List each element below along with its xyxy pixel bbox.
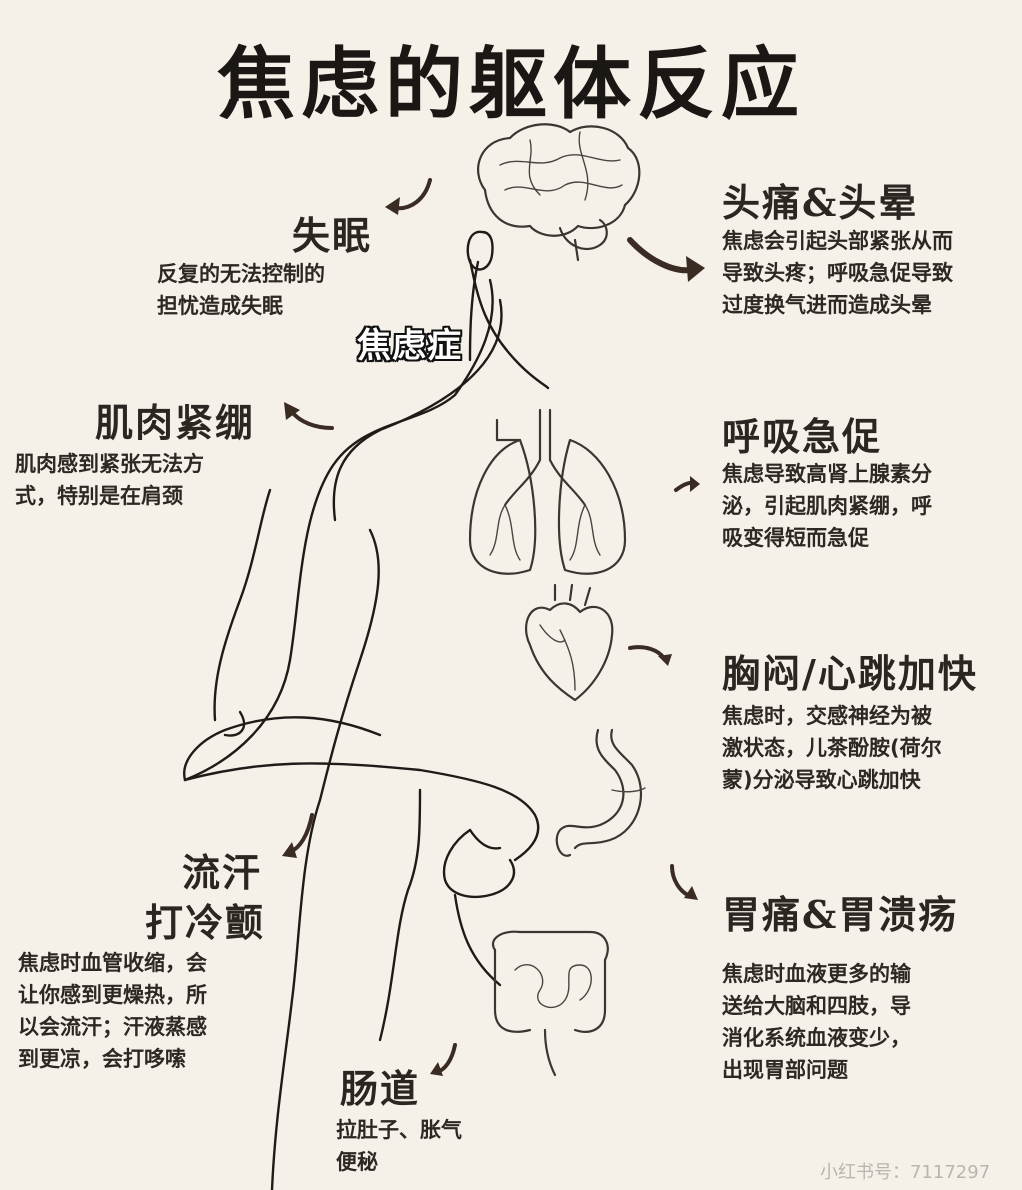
intestine-description: 拉肚子、胀气 便秘	[336, 1114, 462, 1178]
sweat-description: 焦虑时血管收缩，会 让你感到更燥热，所 以会流汗；汗液蒸感 到更凉，会打哆嗦	[18, 947, 207, 1075]
desc-line: 便秘	[336, 1150, 378, 1174]
intestine-icon	[492, 930, 609, 1077]
arrow-intestine	[430, 1043, 457, 1076]
desc-line: 拉肚子、胀气	[336, 1118, 462, 1142]
watermark: 小红书号：7117297	[820, 1162, 991, 1183]
stomach-heading: 胃痛&胃溃疡	[722, 892, 959, 937]
arrow-headache	[627, 237, 705, 282]
shiver-heading: 打冷颤	[145, 900, 266, 945]
arrow-sweat	[282, 813, 314, 858]
headache-heading: 头痛&头晕	[722, 180, 919, 225]
breathing-heading: 呼吸急促	[722, 414, 883, 459]
arrow-breathing	[674, 476, 700, 492]
insomnia-heading: 失眠	[292, 213, 373, 258]
desc-line: 消化系统血液变少，	[722, 1026, 911, 1050]
body-outline	[183, 230, 550, 1190]
page-title: 焦虑的躯体反应	[216, 40, 805, 130]
desc-line: 吸变得短而急促	[722, 526, 869, 550]
desc-line: 以会流汗；汗液蒸感	[18, 1015, 207, 1039]
breathing-description: 焦虑导致高肾上腺素分 泌，引起肌肉紧绷，呼 吸变得短而急促	[722, 458, 932, 554]
desc-line: 焦虑时，交感神经为被	[722, 704, 932, 728]
desc-line: 式，特别是在肩颈	[15, 484, 183, 508]
desc-line: 到更凉，会打哆嗦	[18, 1047, 186, 1071]
desc-line: 过度换气进而造成头晕	[722, 293, 932, 317]
arrow-chest	[628, 645, 672, 666]
intestine-heading: 肠道	[340, 1066, 421, 1111]
arrow-insomnia	[385, 178, 432, 215]
desc-line: 泌，引起肌肉紧绷，呼	[722, 494, 932, 518]
desc-line: 焦虑时血管收缩，会	[18, 951, 207, 975]
desc-line: 担忧造成失眠	[157, 294, 283, 318]
desc-line: 送给大脑和四肢，导	[722, 994, 911, 1018]
center-label: 焦虑症	[357, 326, 462, 366]
desc-line: 反复的无法控制的	[157, 262, 325, 286]
heart-icon	[525, 583, 614, 702]
muscle-description: 肌肉感到紧张无法方 式，特别是在肩颈	[15, 448, 204, 512]
chest-description: 焦虑时，交感神经为被 激状态，儿茶酚胺(荷尔 蒙)分泌导致心跳加快	[722, 700, 942, 796]
desc-line: 激状态，儿茶酚胺(荷尔	[722, 736, 942, 760]
desc-line: 导致头疼；呼吸急促导致	[722, 261, 953, 285]
desc-line: 蒙)分泌导致心跳加快	[722, 768, 921, 792]
desc-line: 焦虑会引起头部紧张从而	[722, 229, 953, 253]
insomnia-description: 反复的无法控制的 担忧造成失眠	[157, 258, 325, 322]
desc-line: 出现胃部问题	[722, 1058, 848, 1082]
brain-icon	[477, 123, 641, 262]
stomach-icon	[555, 728, 646, 857]
lungs-icon	[468, 408, 627, 575]
muscle-heading: 肌肉紧绷	[95, 400, 256, 445]
desc-line: 焦虑导致高肾上腺素分	[722, 462, 932, 486]
sweat-heading: 流汗	[182, 850, 263, 895]
arrow-stomach	[670, 864, 698, 900]
headache-description: 焦虑会引起头部紧张从而 导致头疼；呼吸急促导致 过度换气进而造成头晕	[722, 225, 953, 321]
desc-line: 让你感到更燥热，所	[18, 983, 207, 1007]
chest-heading: 胸闷/心跳加快	[722, 651, 978, 696]
desc-line: 肌肉感到紧张无法方	[15, 452, 204, 476]
desc-line: 焦虑时血液更多的输	[722, 962, 911, 986]
stomach-description: 焦虑时血液更多的输 送给大脑和四肢，导 消化系统血液变少， 出现胃部问题	[722, 958, 911, 1086]
arrow-muscle	[284, 402, 334, 430]
